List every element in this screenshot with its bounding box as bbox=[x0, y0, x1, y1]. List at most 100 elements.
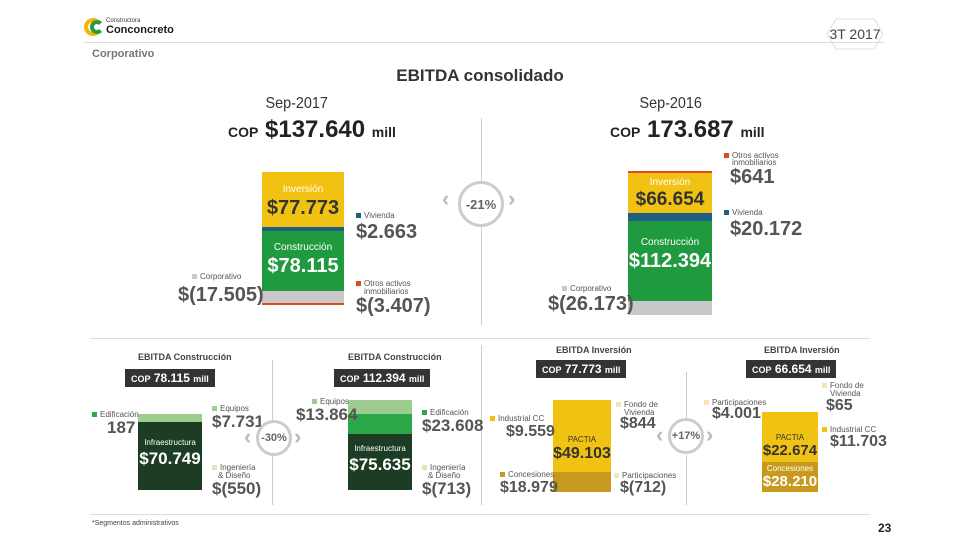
infra-label-right: Infraestructura bbox=[354, 444, 406, 453]
total-2016: COP 173.687 mill bbox=[610, 116, 765, 144]
construccion-pill-2016: COP 112.394 mill bbox=[334, 369, 431, 387]
section-divider bbox=[90, 338, 870, 339]
participaciones-label-right: Participaciones bbox=[712, 398, 767, 407]
otros-value: $(3.407) bbox=[356, 295, 431, 317]
ingenieria-value-right: $(713) bbox=[422, 479, 472, 498]
otros-label-1: Otros activos bbox=[364, 279, 411, 288]
pill-value-2016: 112.394 bbox=[362, 371, 406, 385]
bar-concesiones-right bbox=[762, 462, 818, 492]
industrial-value-left: $9.559 bbox=[506, 423, 555, 440]
page-title: EBITDA consolidado bbox=[396, 66, 564, 85]
equipos-label-right: Equipos bbox=[320, 397, 349, 406]
legend-industrial-right: Industrial CC bbox=[822, 425, 876, 434]
fondo-label-1-right: Fondo de bbox=[830, 381, 864, 390]
pactia-label-left: PACTIA bbox=[567, 435, 597, 444]
ingenieria-label-1-right: Ingeniería bbox=[430, 463, 466, 472]
ingenieria-label-1-left: Ingeniería bbox=[220, 463, 256, 472]
equipos-value-left: $7.731 bbox=[212, 412, 264, 431]
participaciones-label-left: Participaciones bbox=[622, 471, 677, 480]
fondo-label-2-left: Vivienda bbox=[624, 408, 655, 417]
divider-constr-2 bbox=[272, 455, 273, 505]
concesiones-value-right: $28.210 bbox=[762, 473, 818, 490]
bar-pactia-right bbox=[762, 426, 818, 462]
corporativo-value-2016: $(26.173) bbox=[548, 293, 634, 315]
inv-pill-value-2016: 66.654 bbox=[774, 362, 812, 376]
chevron-right-icon: › bbox=[508, 186, 516, 211]
inversion-value: $77.773 bbox=[266, 197, 340, 219]
concesiones-value-left: $18.979 bbox=[500, 479, 558, 496]
total-value-2016: 173.687 bbox=[647, 116, 734, 143]
fondo-label-1-left: Fondo de bbox=[624, 400, 658, 409]
ingenieria-value-left: $(550) bbox=[212, 479, 262, 498]
infra-value-left: $70.749 bbox=[139, 449, 201, 468]
otros-label-2: inmobiliarios bbox=[364, 287, 409, 296]
ingenieria-label-2-right: & Diseño bbox=[428, 471, 461, 480]
inv-pill-cop: COP bbox=[542, 365, 562, 375]
construccion-value-2016: $112.394 bbox=[628, 250, 712, 272]
participaciones-value-right: $4.001 bbox=[712, 405, 761, 422]
pill-mill-2016: mill bbox=[408, 374, 425, 384]
legend-corporativo-2016: Corporativo bbox=[562, 284, 611, 293]
bar-corporativo-2017 bbox=[262, 291, 344, 303]
legend-corporativo-2017: Corporativo bbox=[192, 272, 241, 281]
bar-industrial-left bbox=[553, 400, 611, 424]
legend-edificacion-right: Edificación bbox=[422, 408, 469, 417]
inversion-pill-2016: COP 66.654 mill bbox=[746, 360, 837, 378]
bar-equipos-left bbox=[138, 414, 202, 422]
bar-otros-2016 bbox=[628, 171, 712, 173]
section-label: Corporativo bbox=[92, 48, 155, 60]
chevron-left-icon: ‹ bbox=[442, 186, 450, 211]
mill-label-2016: mill bbox=[740, 124, 765, 140]
bar-equipos-right bbox=[348, 400, 412, 414]
otros-label-1-2016: Otros activos bbox=[732, 151, 779, 160]
inversion-title-2017: EBITDA Inversión bbox=[556, 345, 632, 355]
edificacion-label-left: Edificación bbox=[100, 410, 139, 419]
bar-corporativo-2016 bbox=[628, 301, 712, 315]
inversion-pill-2017: COP 77.773 mill bbox=[536, 360, 627, 378]
industrial-label-left: Industrial CC bbox=[498, 414, 545, 423]
construccion-label: Construcción bbox=[273, 242, 333, 253]
bar-vivienda-2016 bbox=[628, 213, 712, 221]
total-2017: COP $137.640 mill bbox=[228, 116, 396, 144]
infra-label-left: Infraestructura bbox=[144, 438, 196, 447]
fondo-value-left: $844 bbox=[620, 415, 656, 432]
page-number: 23 bbox=[878, 521, 892, 535]
chevron-left-icon-constr: ‹ bbox=[244, 424, 252, 449]
inversion-title-2016: EBITDA Inversión bbox=[764, 345, 840, 355]
total-value: $137.640 bbox=[265, 116, 366, 143]
legend-otros-2017: Otros activos bbox=[356, 279, 411, 288]
corporativo-label-2016: Corporativo bbox=[570, 284, 612, 293]
pill-value: 78.115 bbox=[153, 371, 190, 385]
concesiones-label-right: Concesiones bbox=[766, 464, 814, 473]
fondo-label-2-right: Vivienda bbox=[830, 389, 861, 398]
construccion-label-2016: Construcción bbox=[640, 237, 700, 248]
quarter-badge: 3T 2017 bbox=[826, 18, 884, 50]
divider-top-2 bbox=[481, 225, 482, 325]
inversion-value-2016: $66.654 bbox=[635, 189, 705, 210]
inv-pill-cop-2016: COP bbox=[752, 365, 772, 375]
legend-edificacion-left: Edificación bbox=[92, 410, 139, 419]
construccion-title-2017: EBITDA Construcción bbox=[138, 352, 232, 362]
pactia-value-right: $22.674 bbox=[762, 442, 818, 459]
inversion-label-2016: Inversión bbox=[649, 177, 691, 188]
construccion-title-2016: EBITDA Construcción bbox=[348, 352, 442, 362]
legend-participaciones-left: Participaciones bbox=[614, 471, 676, 480]
divider-constr-1 bbox=[272, 360, 273, 420]
bar-edificacion-right bbox=[348, 414, 412, 434]
legend-fondo-right: Fondo de bbox=[822, 381, 864, 390]
otros-value-2016: $641 bbox=[730, 166, 775, 188]
pill-cop-2016: COP bbox=[340, 374, 360, 384]
logo-icon-inner bbox=[90, 20, 104, 34]
quarter-label: 3T 2017 bbox=[829, 26, 880, 42]
bar-industrial-right bbox=[762, 412, 818, 426]
participaciones-value-left: $(712) bbox=[620, 479, 667, 496]
footnote: *Segmentos administrativos bbox=[92, 520, 179, 527]
equipos-value-right: $13.864 bbox=[296, 405, 358, 424]
edificacion-value-left: 187 bbox=[107, 418, 136, 437]
fondo-value-right: $65 bbox=[826, 397, 853, 414]
divider-inv-2 bbox=[686, 455, 687, 505]
vivienda-value: $2.663 bbox=[356, 221, 418, 243]
cop-label-2016: COP bbox=[610, 124, 641, 140]
inv-pill-mill: mill bbox=[604, 365, 621, 375]
equipos-label-left: Equipos bbox=[220, 404, 249, 413]
